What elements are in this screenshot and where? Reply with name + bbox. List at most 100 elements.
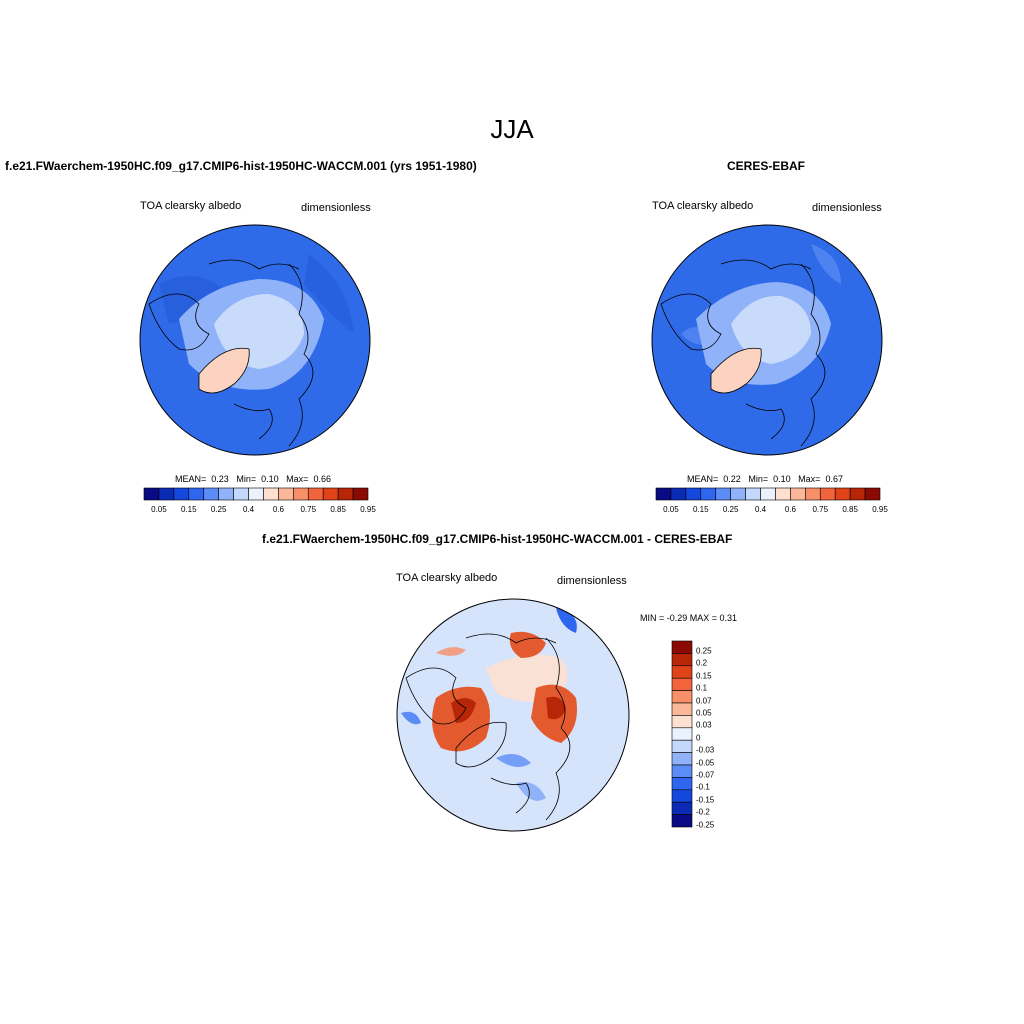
obs-colorbar-tick-label: 0.15	[693, 505, 709, 514]
diff-colorbar-swatch	[671, 702, 693, 716]
diff-colorbar-swatch	[671, 752, 693, 766]
model-colorbar-swatch	[188, 487, 205, 501]
diff-colorbar-tick-label: -0.05	[696, 758, 715, 768]
obs-colorbar-swatch	[790, 487, 806, 501]
obs-colorbar-tick-label: 0.4	[754, 505, 767, 514]
model-units-label: dimensionless	[301, 202, 371, 214]
model-colorbar-tick-label: 0.95	[360, 505, 376, 514]
diff-colorbar-swatch	[671, 777, 693, 791]
diff-colorbar-tick-label: 0	[696, 733, 701, 743]
diff-colorbar-swatch	[671, 665, 693, 679]
model-colorbar-swatch	[307, 487, 324, 501]
model-colorbar-swatch	[352, 487, 369, 501]
model-panel-title: f.e21.FWaerchem-1950HC.f09_g17.CMIP6-his…	[5, 159, 477, 173]
obs-colorbar-tick-label: 0.75	[812, 505, 829, 514]
diff-variable-label: TOA clearsky albedo	[396, 572, 498, 584]
obs-arctic-ice-field	[731, 295, 811, 364]
diff-colorbar-tick-label: 0.07	[696, 696, 712, 706]
model-colorbar-swatch	[293, 487, 309, 501]
diff-colorbar-tick-label: -0.15	[696, 795, 715, 805]
model-colorbar-swatch	[158, 487, 175, 501]
model-greenland	[198, 347, 250, 394]
model-variable-label: TOA clearsky albedo	[140, 200, 242, 212]
diff-polar-map	[396, 598, 630, 832]
model-stats: MEAN= 0.23 Min= 0.10 Max= 0.66	[175, 474, 331, 484]
model-polar-map	[139, 224, 371, 456]
model-colorbar-tick-label: 0.4	[242, 505, 255, 514]
obs-map-border	[651, 224, 883, 456]
obs-colorbar-ticks: 0.05 0.15 0.25 0.4 0.6 0.75 0.85 0.95	[656, 505, 888, 517]
diff-colorbar-tick-label: -0.07	[696, 770, 715, 780]
model-colorbar-swatch	[218, 487, 234, 501]
obs-variable-label: TOA clearsky albedo	[652, 200, 754, 212]
diff-colorbar-tick-label: 0.03	[696, 720, 712, 730]
diff-colorbar-swatch	[671, 801, 693, 815]
diff-colorbar-tick-label: 0.1	[696, 683, 708, 693]
obs-colorbar-swatch	[745, 487, 761, 501]
diff-colorbar-swatch	[671, 739, 693, 753]
model-colorbar-tick-label: 0.85	[330, 505, 346, 514]
obs-colorbar-swatch	[864, 487, 881, 501]
diff-colorbar-swatch	[671, 690, 693, 704]
diff-minmax: MIN = -0.29 MAX = 0.31	[640, 613, 738, 623]
diff-colorbar-swatch	[671, 715, 693, 729]
obs-greenland	[710, 347, 762, 394]
model-colorbar-tick-label: 0.15	[181, 505, 197, 514]
diff-colorbar-tick-label: -0.2	[696, 807, 710, 817]
model-colorbar-swatch	[173, 487, 190, 501]
model-map-border	[139, 224, 371, 456]
obs-panel-title: CERES-EBAF	[727, 159, 806, 173]
obs-colorbar-swatch	[715, 487, 731, 501]
obs-colorbar-swatch	[819, 487, 836, 501]
obs-colorbar-swatch	[849, 487, 866, 501]
diff-colorbar-swatch	[671, 677, 693, 691]
diff-colorbar-tick-label: 0.05	[696, 708, 712, 718]
diff-colorbar-swatch	[671, 727, 693, 741]
model-colorbar-ticks: 0.05 0.15 0.25 0.4 0.6 0.75 0.85 0.95	[144, 505, 376, 517]
model-colorbar-swatch	[143, 487, 160, 501]
diff-field	[397, 599, 629, 831]
diff-colorbar-tick-label: 0.15	[696, 671, 712, 681]
obs-polar-map	[651, 224, 883, 456]
model-colorbar-swatch	[322, 487, 339, 501]
model-colorbar-swatch	[278, 487, 294, 501]
obs-colorbar-tick-label: 0.05	[663, 505, 679, 514]
diff-colorbar-swatch	[671, 640, 693, 654]
diff-colorbar-tick-label: 0.25	[696, 646, 712, 656]
obs-colorbar-swatch	[775, 487, 791, 501]
model-colorbar-swatch	[337, 487, 354, 501]
diff-negative-region	[556, 608, 577, 633]
obs-colorbar-swatch	[834, 487, 851, 501]
obs-colorbar-tick-label: 0.25	[722, 505, 739, 514]
model-colorbar-swatch	[233, 487, 249, 501]
model-colorbar-swatch	[263, 487, 279, 501]
diff-panel-title: f.e21.FWaerchem-1950HC.f09_g17.CMIP6-his…	[262, 532, 733, 546]
model-colorbar-tick-label: 0.6	[272, 505, 284, 514]
obs-units-label: dimensionless	[812, 202, 882, 214]
model-colorbar-tick-label: 0.75	[300, 505, 317, 514]
obs-colorbar-swatch	[730, 487, 746, 501]
diff-colorbar-swatch	[671, 764, 693, 778]
obs-colorbar-swatch	[685, 487, 702, 501]
obs-colorbar-tick-label: 0.85	[842, 505, 858, 514]
obs-colorbar-swatch	[670, 487, 687, 501]
diff-colorbar-tick-label: -0.03	[696, 745, 715, 755]
diff-units-label: dimensionless	[557, 575, 627, 587]
obs-stats: MEAN= 0.22 Min= 0.10 Max= 0.67	[687, 474, 843, 484]
model-colorbar-swatch	[248, 487, 264, 501]
diff-colorbar-swatch	[671, 789, 693, 803]
obs-colorbar-tick-label: 0.95	[872, 505, 888, 514]
model-colorbar-tick-label: 0.25	[210, 505, 227, 514]
model-colorbar-tick-label: 0.05	[151, 505, 167, 514]
diff-map-border	[396, 598, 630, 832]
model-colorbar-swatch	[203, 487, 219, 501]
diff-colorbar-tick-label: -0.25	[696, 820, 715, 830]
model-colorbar	[143, 487, 369, 501]
obs-colorbar-swatch	[700, 487, 717, 501]
obs-colorbar	[655, 487, 881, 501]
obs-colorbar-swatch	[760, 487, 776, 501]
obs-colorbar-swatch	[805, 487, 821, 501]
diff-colorbar-tick-label: -0.1	[696, 782, 710, 792]
obs-colorbar-swatch	[655, 487, 672, 501]
diff-colorbar-swatch	[671, 814, 693, 828]
